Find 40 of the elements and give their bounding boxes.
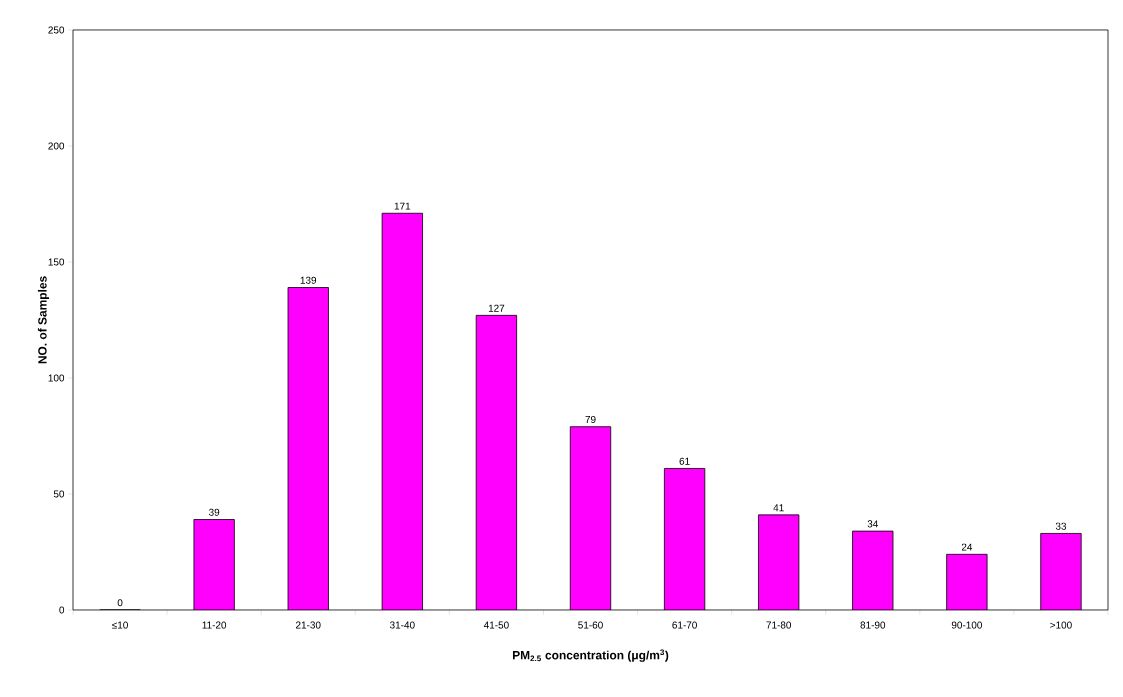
bar <box>569 426 612 610</box>
x-tick-label: 71-80 <box>766 621 792 629</box>
bar <box>193 519 235 610</box>
data-label: 61 <box>679 457 690 465</box>
y-tick-label: 250 <box>48 26 65 34</box>
data-label: 79 <box>585 415 596 423</box>
x-axis-title: PM$_{2.5}$ concentration (μg/m$^{3}$) <box>512 649 669 662</box>
data-label: 34 <box>867 520 879 528</box>
bar <box>852 530 894 610</box>
y-tick-label: 50 <box>53 490 65 498</box>
y-axis-title: NO. of Samples <box>37 276 50 364</box>
x-tick-label: 41-50 <box>483 621 509 629</box>
data-label: 127 <box>488 304 505 312</box>
data-label: 171 <box>394 202 411 210</box>
y-tick-label: 200 <box>48 142 65 150</box>
x-tick-label: 31-40 <box>389 621 415 629</box>
x-tick-label: >100 <box>1050 621 1072 629</box>
bar <box>1040 533 1082 610</box>
bar <box>381 212 423 610</box>
bar <box>758 514 800 610</box>
data-label: 39 <box>208 508 220 516</box>
bar <box>663 468 706 610</box>
data-label: 24 <box>961 543 973 551</box>
y-tick-label: 100 <box>48 374 65 382</box>
bar <box>475 314 518 610</box>
data-label: 33 <box>1055 522 1067 530</box>
y-tick-label: 0 <box>59 606 65 614</box>
x-tick-label: 51-60 <box>578 621 603 629</box>
x-tick-label: 61-70 <box>672 621 697 629</box>
x-tick-label: 90-100 <box>951 621 982 629</box>
data-label: 0 <box>117 599 123 607</box>
bar <box>287 287 329 610</box>
x-tick-label: 21-30 <box>296 621 321 629</box>
data-label: 41 <box>773 504 784 512</box>
x-tick-label: 81-90 <box>860 621 886 629</box>
bar <box>946 553 988 610</box>
x-tick-label: 11-20 <box>202 621 227 629</box>
x-tick-label: ≤10 <box>112 621 128 629</box>
y-tick-label: 150 <box>48 258 65 266</box>
data-label: 139 <box>300 276 317 284</box>
